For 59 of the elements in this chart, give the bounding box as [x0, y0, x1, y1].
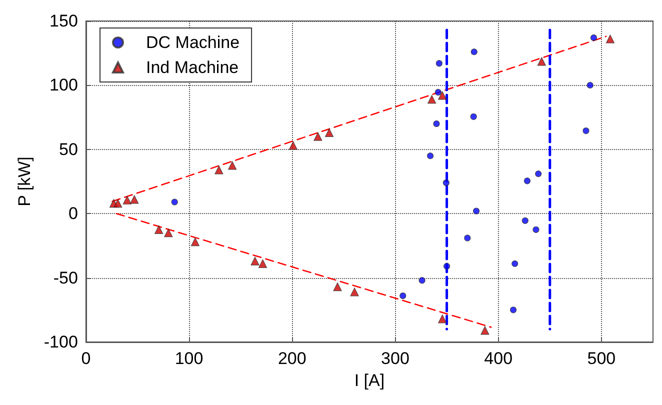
point	[512, 260, 518, 267]
point	[171, 198, 178, 206]
point	[333, 282, 342, 292]
point	[288, 141, 298, 150]
point	[154, 225, 164, 234]
point	[470, 48, 478, 56]
point	[606, 34, 615, 44]
point	[436, 60, 442, 67]
point	[164, 228, 173, 238]
point	[586, 82, 594, 88]
point	[470, 113, 477, 120]
legend-label: DC Machine	[146, 33, 240, 52]
point	[122, 196, 132, 204]
y-tick-label: 50	[59, 140, 78, 159]
point	[214, 166, 224, 174]
point	[510, 306, 517, 314]
point	[464, 234, 471, 242]
point	[480, 326, 490, 335]
point	[438, 314, 447, 324]
point	[350, 288, 359, 296]
point	[433, 120, 440, 128]
y-tick-label: 100	[50, 76, 78, 95]
point	[314, 132, 322, 141]
point	[228, 161, 237, 170]
x-tick-label: 500	[587, 349, 616, 368]
point	[190, 238, 200, 246]
point	[472, 208, 480, 214]
y-axis-title: P [kW]	[15, 156, 34, 206]
point	[524, 178, 531, 184]
point	[434, 88, 442, 96]
point	[250, 256, 260, 266]
y-tick-label: 150	[50, 12, 78, 30]
x-tick-label: 100	[174, 349, 204, 368]
point	[130, 195, 139, 204]
point	[442, 179, 450, 186]
point	[438, 91, 447, 100]
point	[537, 57, 546, 66]
point	[532, 226, 540, 233]
point	[535, 170, 542, 178]
point	[443, 262, 450, 270]
x-tick-label: 200	[278, 349, 306, 368]
y-tick-label: -100	[44, 332, 78, 352]
x-tick-label: 400	[484, 349, 513, 368]
x-axis-title: I [A]	[354, 371, 385, 390]
x-tick-label: 0	[81, 349, 91, 368]
x-tick-label: 300	[381, 349, 410, 368]
y-tick-label: -50	[53, 268, 78, 288]
y-tick-label: 0	[68, 204, 78, 224]
point	[418, 277, 426, 284]
point	[114, 199, 122, 208]
legend-label: Ind Machine	[146, 58, 239, 77]
point	[258, 259, 268, 268]
point	[428, 95, 436, 104]
point	[427, 152, 434, 160]
point	[582, 127, 590, 134]
point	[400, 292, 406, 300]
point	[324, 128, 334, 138]
point	[590, 34, 598, 41]
point	[522, 217, 528, 224]
